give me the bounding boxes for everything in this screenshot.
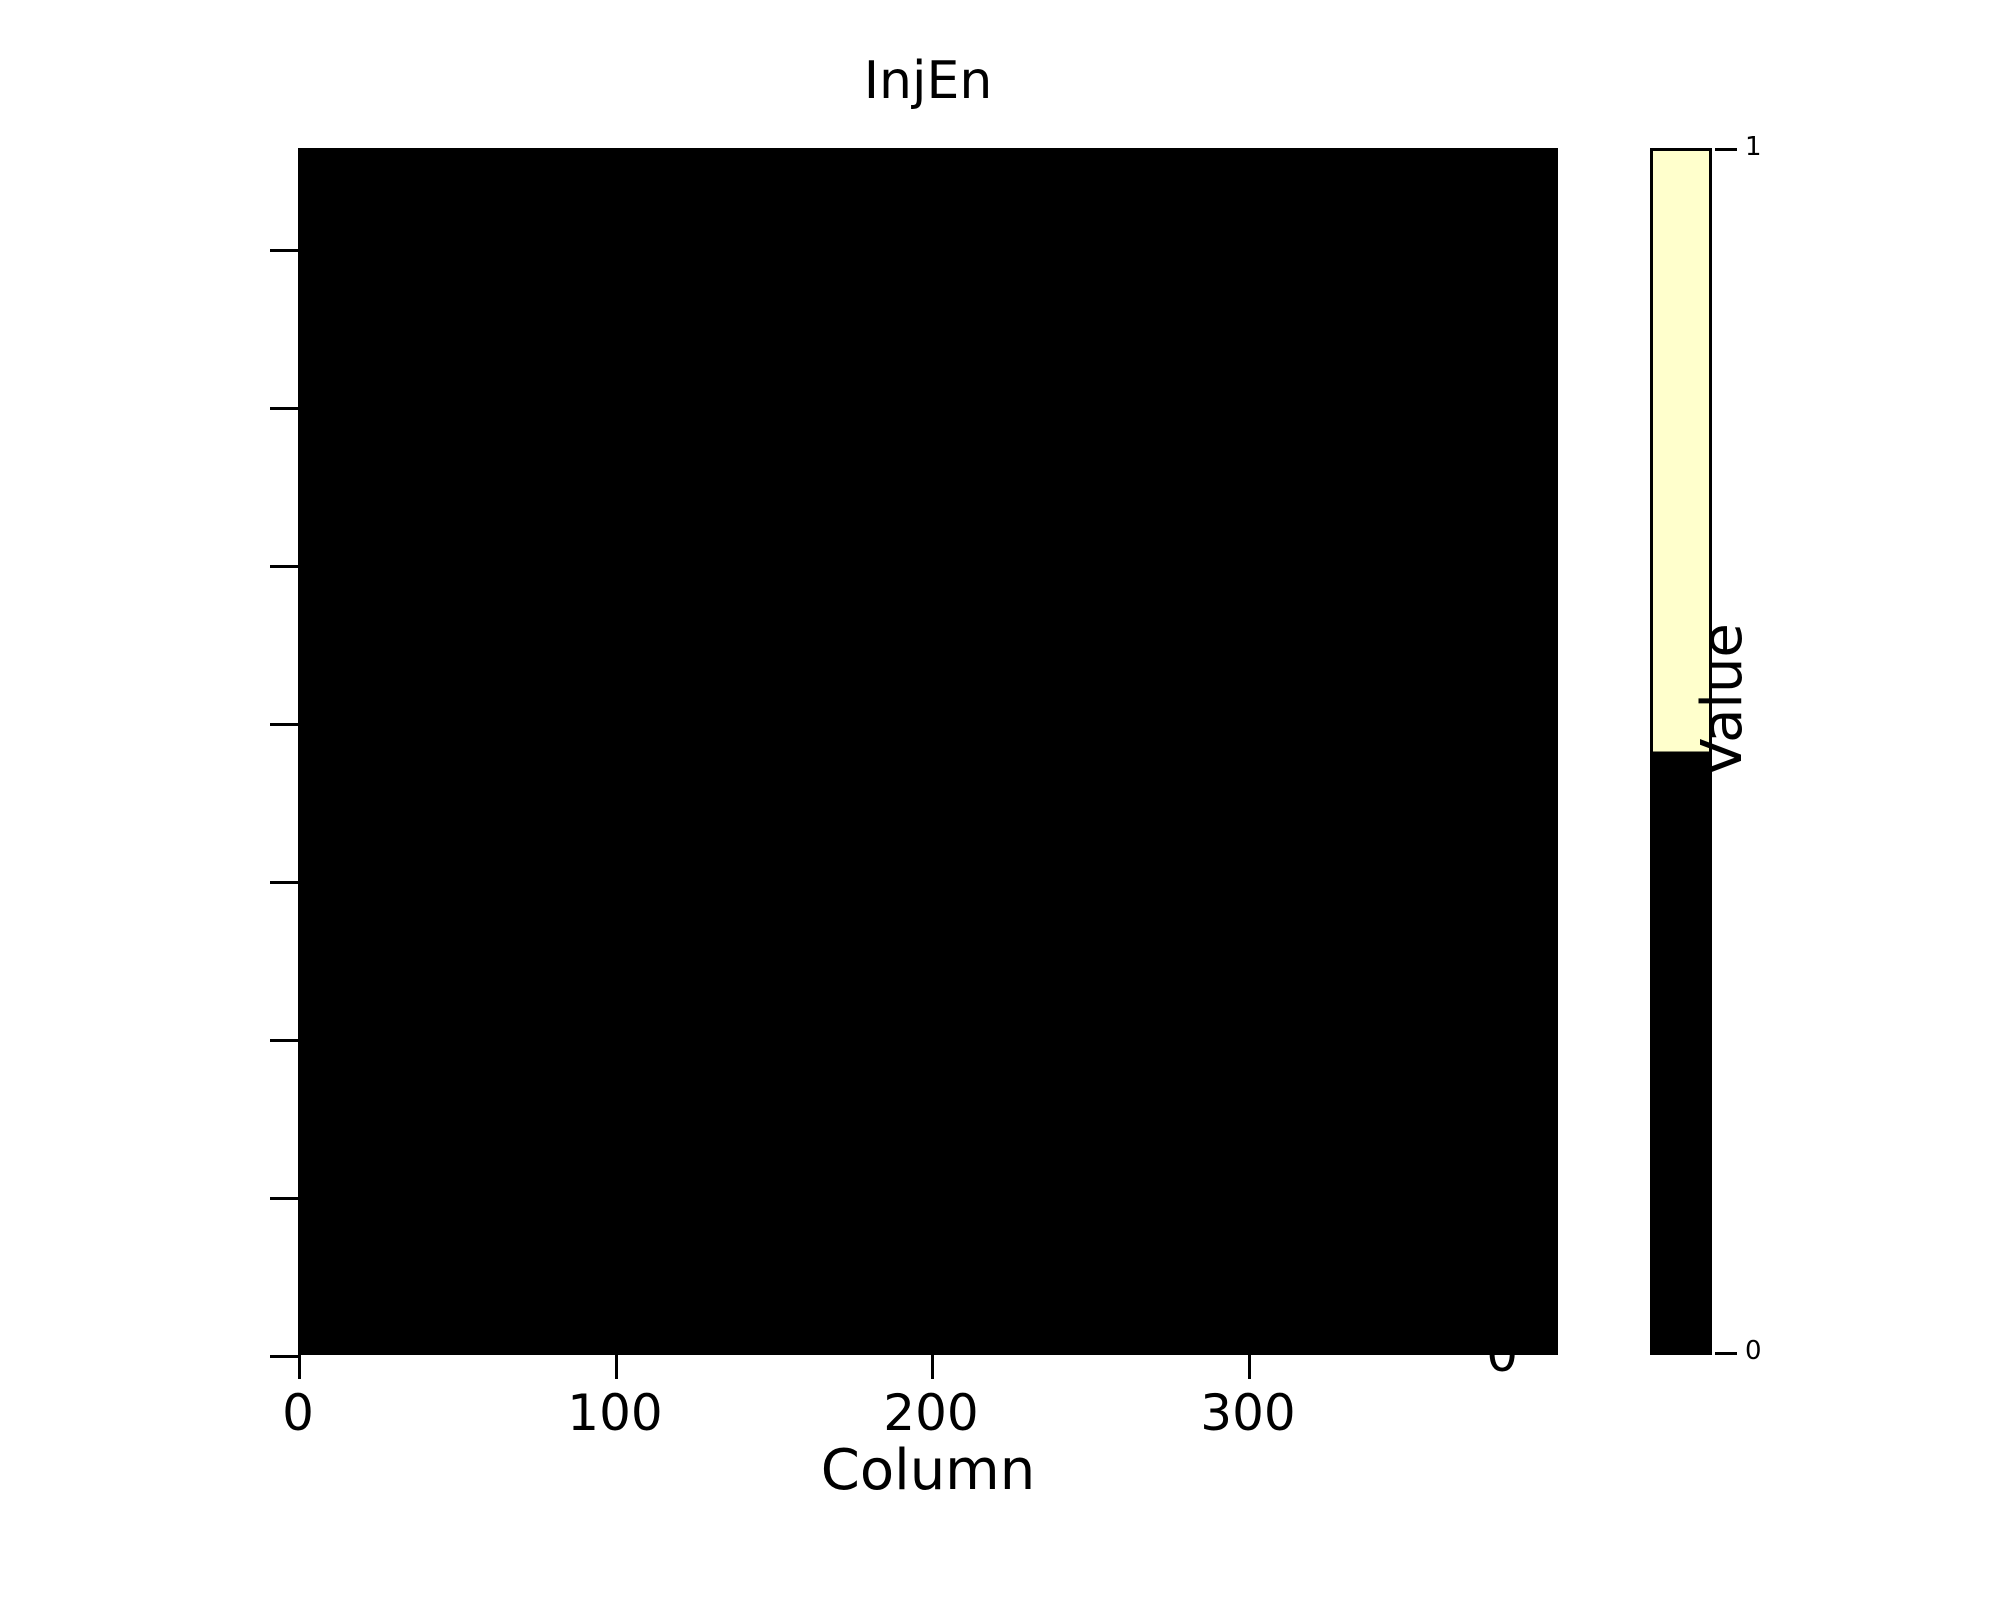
x-tick-mark-300 <box>1248 1355 1251 1379</box>
y-tick-mark-200 <box>270 723 298 726</box>
y-tick-mark-0 <box>270 1355 298 1358</box>
page-title: InjEn <box>863 51 993 111</box>
y-tick-label-250: 250 <box>1422 535 1518 593</box>
y-tick-mark-350 <box>270 249 298 252</box>
x-tick-mark-200 <box>931 1355 934 1379</box>
heatmap-image[interactable] <box>298 148 1558 1355</box>
colorbar-tick-label-1: 1 <box>1745 132 1762 162</box>
x-tick-label-200: 200 <box>883 1384 979 1442</box>
x-tick-mark-100 <box>615 1355 618 1379</box>
y-tick-mark-100 <box>270 1039 298 1042</box>
y-tick-mark-150 <box>270 881 298 884</box>
x-tick-label-100: 100 <box>567 1384 663 1442</box>
colorbar-gradient <box>1653 151 1709 1352</box>
colorbar[interactable]: 1 0 Value <box>1650 134 1762 1364</box>
y-tick-label-200: 200 <box>1422 693 1518 751</box>
x-axis-label: Column <box>820 1438 1036 1503</box>
x-tick-label-300: 300 <box>1200 1384 1296 1442</box>
y-axis-label: Row <box>300 692 365 810</box>
y-tick-label-50: 50 <box>1454 1167 1518 1225</box>
x-tick-mark-0 <box>298 1355 301 1379</box>
colorbar-tick-label-0: 0 <box>1745 1336 1762 1366</box>
heatmap-plot-area[interactable]: Row 0 50 100 150 200 250 300 350 0 100 2… <box>270 148 1558 1503</box>
y-tick-label-0: 0 <box>1486 1325 1518 1383</box>
colorbar-tick-mark-1 <box>1715 148 1737 151</box>
y-tick-label-150: 150 <box>1422 851 1518 909</box>
y-tick-label-100: 100 <box>1422 1009 1518 1067</box>
colorbar-axis-label: Value <box>1690 623 1755 777</box>
y-tick-label-350: 350 <box>1422 219 1518 277</box>
y-tick-mark-50 <box>270 1197 298 1200</box>
y-tick-label-300: 300 <box>1422 377 1518 435</box>
x-tick-label-0: 0 <box>282 1384 314 1442</box>
y-tick-mark-250 <box>270 565 298 568</box>
colorbar-tick-mark-0 <box>1715 1352 1737 1355</box>
y-tick-mark-300 <box>270 407 298 410</box>
